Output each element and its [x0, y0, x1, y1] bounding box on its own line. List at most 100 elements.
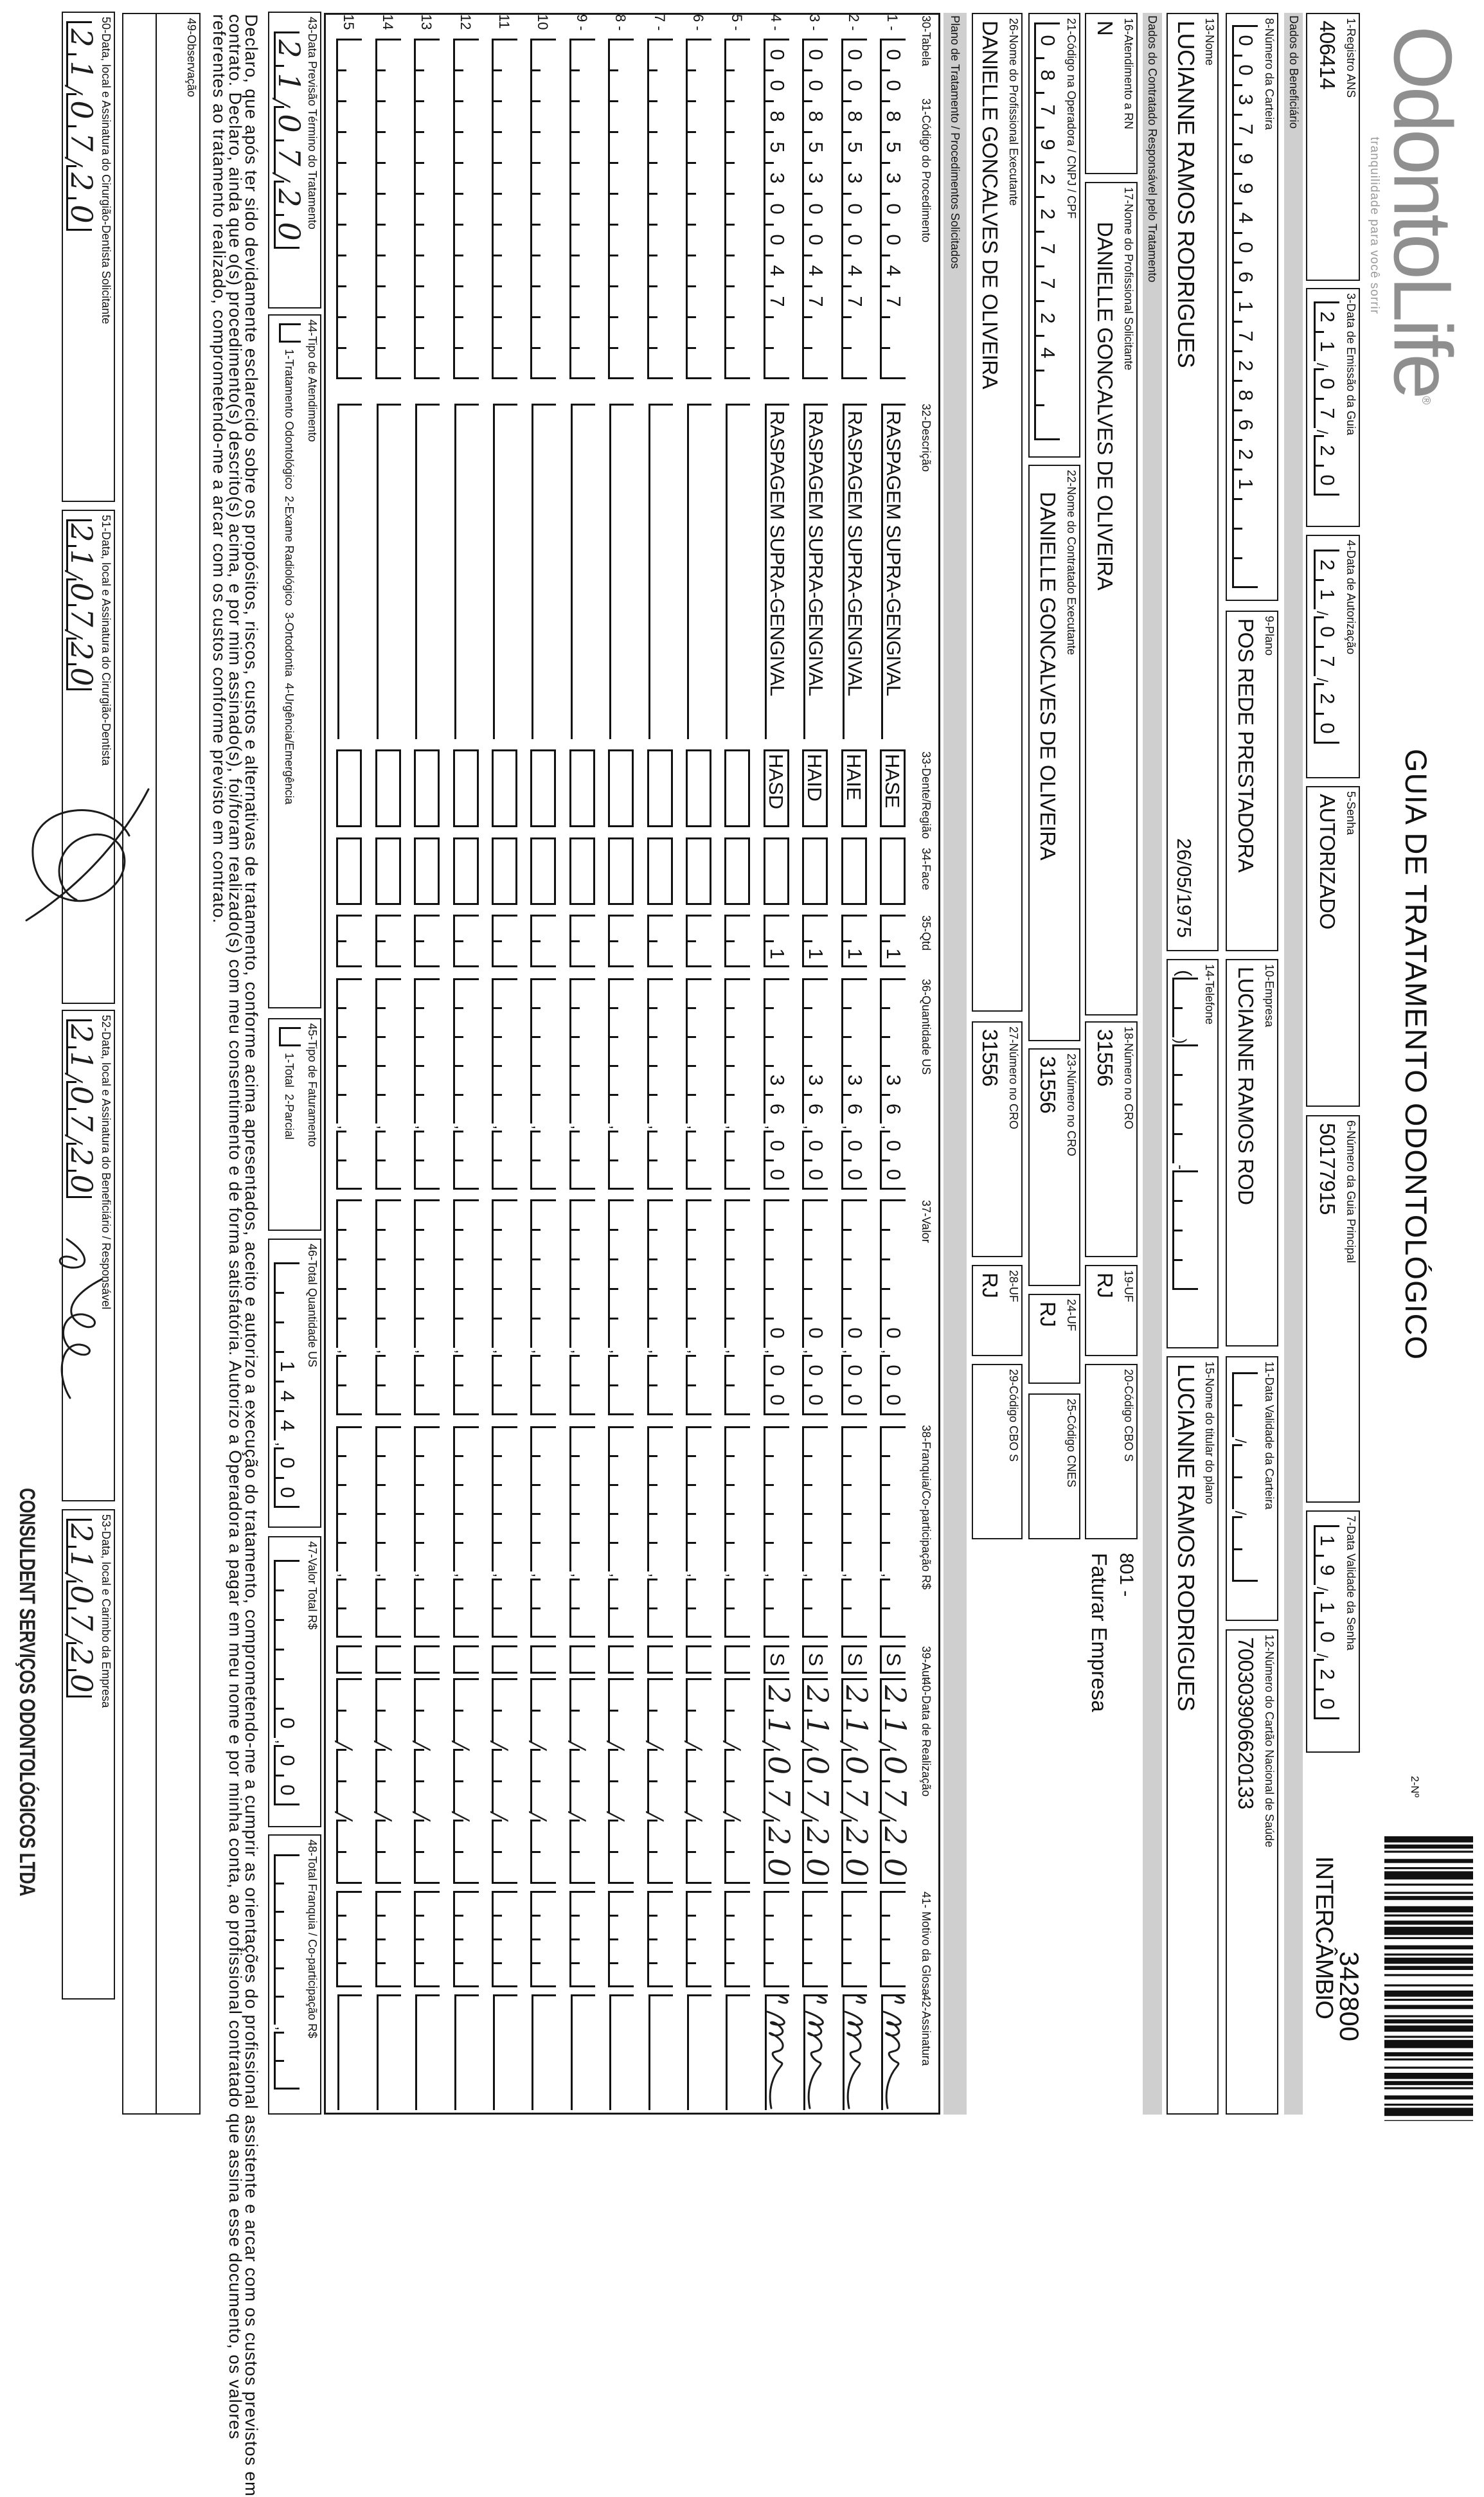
- realization-date-cells[interactable]: / /: [448, 1679, 479, 1883]
- franchise-cells[interactable]: ,: [841, 1427, 868, 1637]
- authorization-cell[interactable]: [492, 1646, 518, 1673]
- quantity-cells[interactable]: [414, 915, 441, 967]
- realization-date-cells[interactable]: 2 1/0 7/2 0: [758, 1679, 796, 1883]
- tooth-region-field[interactable]: [452, 749, 479, 827]
- description-field[interactable]: RASPAGEM SUPRA-GENGIVAL: [842, 404, 867, 739]
- requesting-cro-field[interactable]: 18-Número no CRO 31556: [1085, 1021, 1138, 1257]
- plan-field[interactable]: 9-Plano POS REDE PRESTADORA: [1226, 611, 1278, 951]
- authorization-cell[interactable]: [569, 1646, 596, 1673]
- description-field[interactable]: [415, 404, 440, 739]
- franchise-cells[interactable]: ,: [413, 1427, 441, 1637]
- company-stamp-field[interactable]: 53-Data, local e Carimbo da Empresa 2 1/0…: [61, 1509, 115, 2000]
- main-guide-number-field[interactable]: 6-Número da Guia Principal 50177915: [1306, 1115, 1360, 1503]
- procedure-code-cells[interactable]: [452, 39, 479, 379]
- franchise-cells[interactable]: ,: [724, 1427, 751, 1637]
- national-health-card-field[interactable]: 12-Número do Cartão Nacional de Saúde 70…: [1226, 1629, 1278, 2115]
- total-franchise-field[interactable]: 48-Total Franquia / Co-participação R$ ,: [268, 1834, 321, 2115]
- description-field[interactable]: [532, 404, 557, 739]
- tooth-region-field[interactable]: [414, 749, 440, 827]
- authorization-cell[interactable]: S: [841, 1646, 868, 1673]
- value-cells[interactable]: ,: [335, 1200, 363, 1415]
- tooth-region-field[interactable]: HAIE: [841, 749, 867, 827]
- tooth-region-field[interactable]: [336, 749, 362, 827]
- executing-uf-field[interactable]: 24-UF RJ: [1028, 1294, 1080, 1384]
- tooth-region-field[interactable]: [530, 749, 557, 827]
- phone-field[interactable]: 14-Telefone () -: [1167, 959, 1219, 1348]
- face-field[interactable]: [608, 837, 634, 905]
- executing-professional-uf-field[interactable]: 28-UF RJ: [972, 1265, 1023, 1356]
- password-field[interactable]: 5-Senha AUTORIZADO: [1306, 786, 1360, 1107]
- quantity-cells[interactable]: [569, 915, 596, 967]
- signature-field[interactable]: [609, 1994, 634, 2110]
- requesting-uf-field[interactable]: 19-UF RJ: [1085, 1265, 1138, 1356]
- executing-professional-cro-field[interactable]: 27-Número no CRO 31556: [972, 1021, 1023, 1257]
- face-field[interactable]: [724, 837, 751, 905]
- gloss-reason-cells[interactable]: [414, 1892, 441, 1987]
- franchise-cells[interactable]: ,: [879, 1427, 906, 1637]
- face-field[interactable]: [763, 837, 789, 905]
- observation-field[interactable]: 49-Observação: [122, 13, 201, 2115]
- requesting-cbo-field[interactable]: 20-Código CBO S: [1085, 1364, 1138, 1539]
- authorization-cell[interactable]: [608, 1646, 635, 1673]
- authorization-cell[interactable]: [724, 1646, 751, 1673]
- authorization-cell[interactable]: S: [802, 1646, 829, 1673]
- requesting-dentist-signature-field[interactable]: 50-Data, local e Assinatura do Cirurgião…: [61, 12, 115, 502]
- signature-field[interactable]: [532, 1994, 557, 2110]
- cnes-code-field[interactable]: 25-Código CNES: [1028, 1393, 1080, 1539]
- procedure-code-cells[interactable]: [608, 39, 635, 379]
- face-field[interactable]: [336, 837, 362, 905]
- requesting-professional-field[interactable]: 17-Nome do Profissional Solicitante DANI…: [1085, 182, 1138, 1016]
- procedure-code-cells[interactable]: [375, 39, 402, 379]
- description-field[interactable]: [337, 404, 362, 739]
- tooth-region-field[interactable]: HAID: [802, 749, 828, 827]
- description-field[interactable]: [687, 404, 711, 739]
- beneficiary-signature-field[interactable]: 52-Data, local e Assinatura do Beneficiá…: [61, 1010, 115, 1501]
- realization-date-cells[interactable]: / /: [331, 1679, 363, 1883]
- tooth-region-field[interactable]: [375, 749, 401, 827]
- signature-field[interactable]: [493, 1994, 517, 2110]
- registro-ans-field[interactable]: 1-Registro ANS 406414: [1306, 13, 1360, 281]
- value-cells[interactable]: ,: [413, 1200, 441, 1415]
- quantity-cells[interactable]: [375, 915, 402, 967]
- quantity-cells[interactable]: [686, 915, 712, 967]
- gloss-reason-cells[interactable]: [686, 1892, 712, 1987]
- value-cells[interactable]: ,: [724, 1200, 751, 1415]
- quantity-cells[interactable]: [452, 915, 479, 967]
- emission-date-field[interactable]: 3-Data de Emissão da Guia 2 1/0 7/2 0: [1306, 288, 1360, 527]
- authorization-cell[interactable]: [647, 1646, 674, 1673]
- realization-date-cells[interactable]: / /: [525, 1679, 557, 1883]
- franchise-cells[interactable]: ,: [530, 1427, 557, 1637]
- card-validity-field[interactable]: 11-Data Validade da Carteira / /: [1226, 1356, 1278, 1621]
- gloss-reason-cells[interactable]: [647, 1892, 674, 1987]
- face-field[interactable]: [647, 837, 673, 905]
- signature-field[interactable]: [454, 1994, 479, 2110]
- value-cells[interactable]: ,: [491, 1200, 518, 1415]
- procedure-code-cells[interactable]: [530, 39, 557, 379]
- executing-cro-field[interactable]: 23-Número no CRO 31556: [1028, 1048, 1080, 1286]
- quantity-cells[interactable]: [608, 915, 635, 967]
- franchise-cells[interactable]: ,: [335, 1427, 363, 1637]
- us-quantity-cells[interactable]: ,: [569, 979, 596, 1189]
- face-field[interactable]: [492, 837, 517, 905]
- password-validity-field[interactable]: 7-Data Validade da Senha 1 9/1 0/2 0: [1306, 1510, 1360, 1753]
- billing-type-checkbox[interactable]: [279, 1027, 301, 1046]
- face-field[interactable]: [686, 837, 711, 905]
- realization-date-cells[interactable]: 2 1/0 7/2 0: [797, 1679, 835, 1883]
- signature-field[interactable]: [415, 1994, 440, 2110]
- franchise-cells[interactable]: ,: [685, 1427, 712, 1637]
- gloss-reason-cells[interactable]: [841, 1892, 868, 1987]
- quantity-cells[interactable]: 1: [802, 915, 829, 967]
- franchise-cells[interactable]: ,: [607, 1427, 635, 1637]
- gloss-reason-cells[interactable]: [880, 1892, 906, 1987]
- signature-field[interactable]: [687, 1994, 711, 2110]
- value-cells[interactable]: ,: [607, 1200, 635, 1415]
- description-field[interactable]: [454, 404, 479, 739]
- newborn-care-field[interactable]: 16-Atendimento a RN N: [1085, 13, 1138, 174]
- us-quantity-cells[interactable]: ,: [647, 979, 674, 1189]
- authorization-cell[interactable]: [336, 1646, 363, 1673]
- tooth-region-field[interactable]: [608, 749, 634, 827]
